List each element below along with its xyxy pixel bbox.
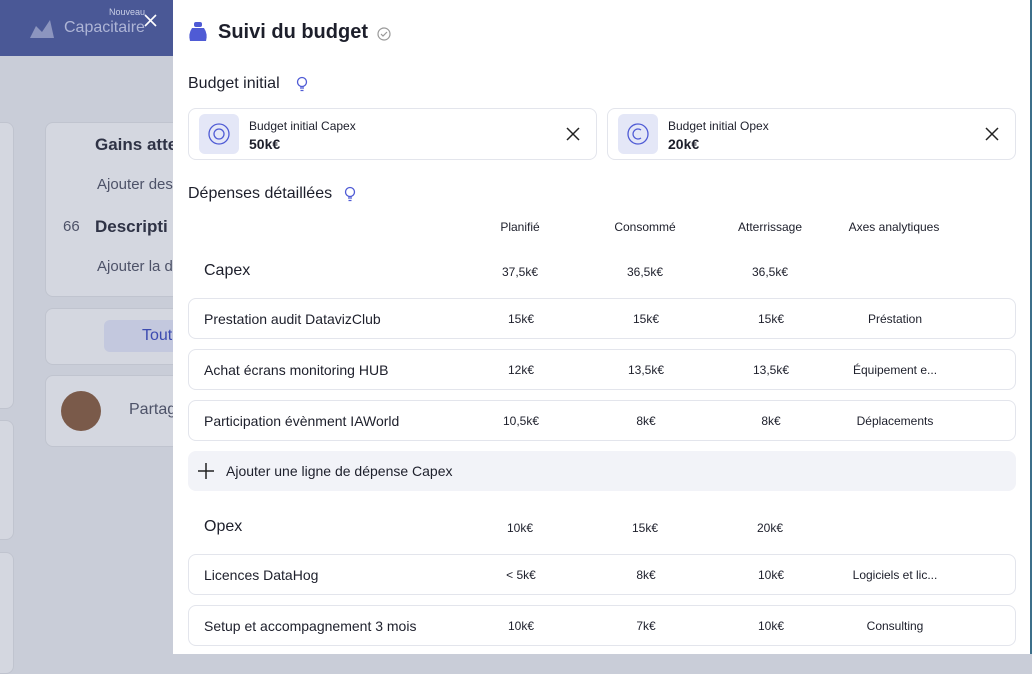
expense-cell: < 5k€ bbox=[506, 568, 536, 582]
expense-name: Setup et accompagnement 3 mois bbox=[204, 618, 417, 634]
hint-icon[interactable] bbox=[296, 76, 308, 92]
expense-row[interactable]: Achat écrans monitoring HUB 12k€ 13,5k€ 13,… bbox=[188, 349, 1016, 390]
bg-text: Descripti bbox=[95, 217, 168, 236]
expense-cell: 15k€ bbox=[507, 312, 535, 326]
remove-button[interactable] bbox=[978, 114, 1018, 154]
hint-icon[interactable] bbox=[344, 186, 356, 202]
card-icon bbox=[208, 123, 230, 145]
column-header: Consommé bbox=[614, 220, 676, 234]
app-icon bbox=[30, 20, 54, 38]
expense-cell: 13,5k€ bbox=[752, 363, 790, 377]
bag-icon bbox=[189, 22, 207, 41]
column-header: Planifié bbox=[500, 220, 540, 234]
expense-cell: 15k€ bbox=[757, 312, 785, 326]
expense-cell: Déplacements bbox=[856, 414, 934, 428]
bg-button bbox=[104, 320, 184, 352]
panel-title: Suivi du budget bbox=[218, 21, 368, 43]
group-total: 36,5k€ bbox=[626, 265, 664, 279]
expense-cell: 8k€ bbox=[636, 568, 656, 582]
plus-icon bbox=[198, 463, 214, 479]
add-expense-button[interactable]: Ajouter une ligne de dépense Capex bbox=[188, 451, 1016, 491]
expense-cell: 7k€ bbox=[636, 619, 656, 633]
budget-card: Budget initial Opex 20k€ bbox=[607, 108, 1016, 160]
group-total: 37,5k€ bbox=[501, 265, 539, 279]
group-name: Capex bbox=[204, 262, 251, 279]
expense-row[interactable]: Setup et accompagnement 3 mois 10k€ 7k€ 10k… bbox=[188, 605, 1016, 646]
bg-text: Gains atte bbox=[95, 135, 178, 154]
column-header: Atterrissage bbox=[737, 220, 803, 234]
card-icon-bg bbox=[618, 114, 658, 154]
expense-cell: 8k€ bbox=[761, 414, 781, 428]
bg-card bbox=[0, 552, 14, 674]
panel-edge bbox=[1030, 0, 1032, 654]
expense-cell: 10,5k€ bbox=[502, 414, 540, 428]
close-button[interactable] bbox=[143, 13, 158, 28]
add-expense-label: Ajouter une ligne de dépense Capex bbox=[226, 463, 453, 479]
bg-text: Ajouter des bbox=[97, 176, 173, 193]
card-label: Budget initial Capex bbox=[249, 119, 356, 133]
group-total: 20k€ bbox=[756, 521, 784, 535]
group-total: 15k€ bbox=[631, 521, 659, 535]
bg-card bbox=[0, 122, 14, 409]
top-bar bbox=[0, 0, 173, 56]
expense-cell: Consulting bbox=[866, 619, 924, 633]
bg-text: Tout bbox=[142, 327, 173, 344]
remove-button[interactable] bbox=[559, 114, 599, 154]
card-icon-bg bbox=[199, 114, 239, 154]
expense-cell: 10k€ bbox=[757, 619, 785, 633]
expense-cell: Équipement e... bbox=[852, 363, 938, 377]
bg-text: Partag bbox=[129, 401, 177, 418]
expense-cell: Logiciels et lic... bbox=[852, 568, 938, 582]
group-total: 10k€ bbox=[506, 521, 534, 535]
expense-row[interactable]: Prestation audit DatavizClub 15k€ 15k€ 15k€… bbox=[188, 298, 1016, 339]
bg-text: Ajouter la d bbox=[97, 258, 173, 275]
card-amount: 20k€ bbox=[668, 136, 700, 152]
status-icon bbox=[377, 27, 391, 41]
expense-cell: 8k€ bbox=[636, 414, 656, 428]
card-amount: 50k€ bbox=[249, 136, 281, 152]
expense-cell: 12k€ bbox=[507, 363, 535, 377]
expense-name: Achat écrans monitoring HUB bbox=[204, 362, 389, 378]
badge: Nouveau bbox=[109, 7, 146, 17]
avatar bbox=[61, 391, 101, 431]
budget-panel: Suivi du budget Budget initial Dépenses … bbox=[173, 0, 1032, 654]
expense-name: Participation évènment IAWorld bbox=[204, 413, 400, 429]
expense-name: Licences DataHog bbox=[204, 567, 319, 583]
card-label: Budget initial Opex bbox=[668, 119, 769, 133]
expense-cell: 10k€ bbox=[757, 568, 785, 582]
budget-card: Budget initial Capex 50k€ bbox=[188, 108, 597, 160]
expense-name: Prestation audit DatavizClub bbox=[204, 311, 381, 327]
expense-cell: 13,5k€ bbox=[627, 363, 665, 377]
bg-text: 66 bbox=[63, 218, 80, 235]
section-heading: Dépenses détaillées bbox=[188, 185, 333, 202]
expense-cell: 10k€ bbox=[507, 619, 535, 633]
expense-cell: 15k€ bbox=[632, 312, 660, 326]
bg-card bbox=[0, 420, 14, 540]
group-total: 36,5k€ bbox=[751, 265, 789, 279]
app-name: Capacitaire bbox=[64, 19, 145, 36]
card-icon bbox=[627, 123, 649, 145]
section-heading: Budget initial bbox=[188, 75, 280, 92]
expense-row[interactable]: Licences DataHog < 5k€ 8k€ 10k€ Logiciels et… bbox=[188, 554, 1016, 595]
expense-row[interactable]: Participation évènment IAWorld 10,5k€ 8k€ 8… bbox=[188, 400, 1016, 441]
group-name: Opex bbox=[204, 518, 243, 535]
column-header: Axes analytiques bbox=[848, 220, 940, 234]
expense-cell: Préstation bbox=[867, 312, 923, 326]
